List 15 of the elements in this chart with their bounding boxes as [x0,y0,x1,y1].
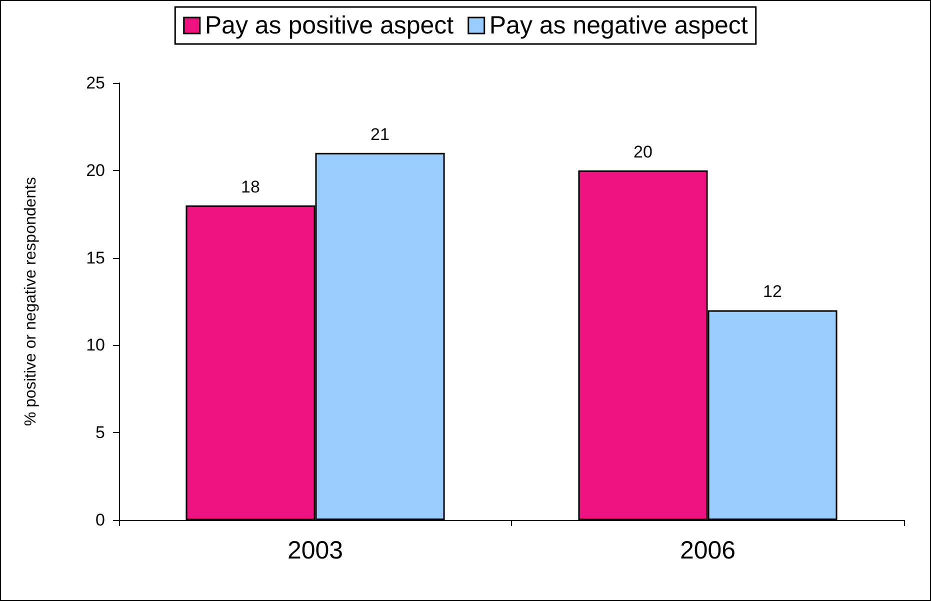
y-tick-label: 20 [86,160,105,180]
y-tick-label: 5 [96,423,105,442]
y-axis-title: % positive or negative respondents [22,176,40,426]
x-tick-label: 2006 [680,536,736,564]
data-label: 12 [763,282,782,302]
y-tick-label: 15 [86,248,105,268]
data-label: 20 [634,142,652,162]
data-label: 18 [241,177,260,196]
legend-label: Pay as positive aspect [204,12,454,40]
legend-label: Pay as negative aspect [489,12,748,40]
y-tick-label: 10 [86,336,105,355]
data-label: 21 [370,124,390,144]
x-tick-label: 2003 [287,536,344,564]
y-tick-label: 0 [96,510,105,530]
y-tick-label: 25 [86,74,105,92]
